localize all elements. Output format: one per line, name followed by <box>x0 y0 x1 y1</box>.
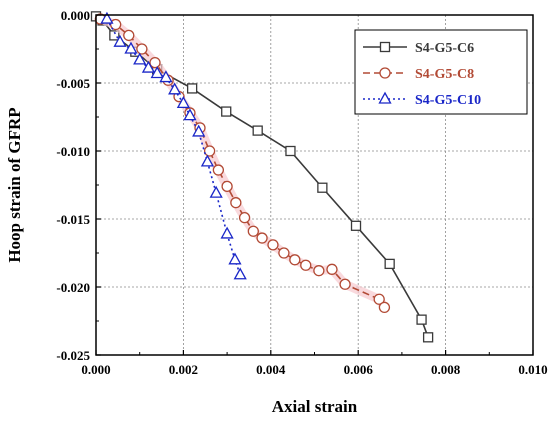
legend-marker <box>378 91 392 104</box>
legend-label: S4-G5-C8 <box>415 67 474 82</box>
data-point <box>100 11 114 24</box>
x-tick-label: 0.010 <box>518 362 547 377</box>
legend: S4-G5-C6 S4-G5-C8 S4-G5-C10 <box>354 29 528 115</box>
data-point <box>233 267 247 280</box>
legend-marker <box>379 67 391 79</box>
data-point <box>183 108 197 121</box>
data-point <box>168 82 182 95</box>
data-point <box>159 70 173 83</box>
data-point <box>317 182 328 193</box>
data-point <box>186 83 198 94</box>
data-point <box>313 265 325 277</box>
x-tick-label: 0.008 <box>431 362 461 377</box>
data-point <box>212 164 225 176</box>
data-point <box>267 239 279 251</box>
data-point <box>247 225 259 237</box>
data-point <box>384 258 395 270</box>
axis-ticks: 0.000 0.002 0.004 0.006 0.008 0.010 0.000 -0.00… <box>56 8 547 377</box>
data-point <box>200 154 215 167</box>
plot-area <box>90 11 434 343</box>
y-tick-label: -0.020 <box>56 280 90 295</box>
data-point <box>192 124 206 137</box>
data-point <box>326 263 338 275</box>
series-s4-g5-c10 <box>100 11 247 280</box>
series-s4-g5-c8 <box>94 13 391 314</box>
data-point <box>416 314 427 325</box>
data-point <box>252 125 263 136</box>
data-point <box>209 185 223 198</box>
data-point <box>238 211 251 224</box>
data-point <box>378 301 391 314</box>
data-point <box>373 293 385 305</box>
x-tick-label: 0.002 <box>169 362 198 377</box>
data-point <box>300 259 312 271</box>
data-point <box>278 247 290 259</box>
data-point <box>133 52 147 65</box>
data-point <box>221 180 233 193</box>
x-tick-label: 0.006 <box>344 362 374 377</box>
x-tick-label: 0.004 <box>256 362 286 377</box>
data-point <box>350 220 362 231</box>
data-point <box>113 34 127 47</box>
legend-marker <box>379 41 391 53</box>
y-tick-label: -0.005 <box>56 76 90 91</box>
data-point <box>203 145 216 157</box>
data-point <box>422 332 434 343</box>
data-point <box>109 30 120 41</box>
data-point <box>285 145 296 157</box>
y-tick-label: -0.015 <box>56 212 90 227</box>
data-point <box>123 29 135 42</box>
data-point <box>141 60 156 73</box>
y-axis-title: Hoop strain of GFRP <box>5 107 24 262</box>
y-tick-label: 0.000 <box>61 8 90 23</box>
data-point <box>150 66 164 79</box>
data-point <box>221 106 232 117</box>
y-tick-label: -0.010 <box>56 144 90 159</box>
data-point <box>136 43 148 55</box>
series-line <box>106 18 241 276</box>
data-point <box>289 254 301 266</box>
legend-label: S4-G5-C10 <box>415 93 481 108</box>
data-point <box>230 197 242 209</box>
data-point <box>339 278 351 290</box>
data-point <box>149 56 161 69</box>
data-point <box>124 41 138 54</box>
data-point <box>256 232 268 244</box>
data-point <box>220 226 234 239</box>
x-tick-label: 0.000 <box>81 362 110 377</box>
data-point <box>176 96 190 109</box>
x-axis-title: Axial strain <box>272 397 358 416</box>
y-tick-label: -0.025 <box>56 348 90 363</box>
legend-label: S4-G5-C6 <box>415 41 474 56</box>
data-point <box>228 252 242 265</box>
